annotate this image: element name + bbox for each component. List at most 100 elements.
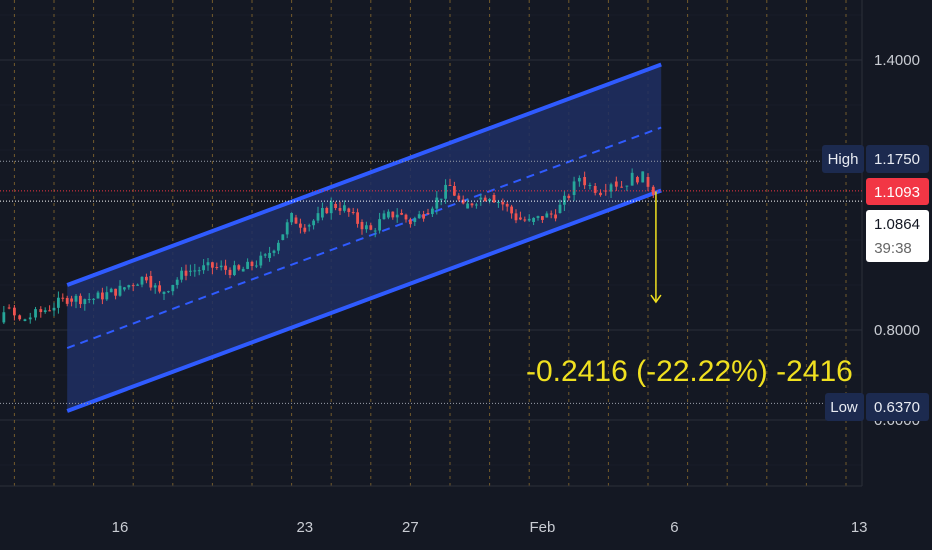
candle-body: [268, 252, 271, 258]
candle-body: [527, 218, 531, 221]
candle-body: [34, 309, 37, 318]
channel-top-line: [66, 62, 662, 287]
candle-body: [101, 292, 104, 300]
candle-body: [488, 199, 491, 202]
candle-body: [140, 276, 144, 285]
candle-body: [48, 310, 51, 312]
candle-body: [74, 295, 78, 302]
candle-body: [404, 214, 408, 220]
candle-body: [272, 250, 276, 253]
measure-readout-text: -0.2416 (-22.22%) -2416: [526, 355, 853, 388]
candle-body: [378, 219, 381, 231]
candle-body: [479, 197, 483, 200]
candle-body: [609, 184, 613, 192]
candle-body: [114, 288, 117, 296]
candles-layer: [2, 168, 655, 325]
candle-body: [241, 268, 245, 272]
candle-body: [263, 254, 267, 256]
candle-body: [599, 192, 602, 196]
channel-layer[interactable]: [66, 62, 662, 413]
candle-body: [536, 216, 540, 218]
candle-body: [588, 184, 592, 186]
measure-tool[interactable]: [650, 191, 662, 304]
candle-body: [409, 219, 412, 225]
candle-body: [259, 255, 263, 266]
candle-body: [184, 270, 188, 276]
current-price-badge: [866, 178, 929, 205]
candle-body: [123, 287, 126, 290]
candle-body: [646, 177, 650, 187]
candle-body: [290, 212, 293, 223]
candle-body: [206, 262, 210, 266]
candle-body: [105, 292, 109, 300]
candle-body: [65, 297, 69, 304]
candle-body: [373, 230, 377, 232]
candle-body: [171, 284, 175, 292]
candle-body: [422, 214, 425, 219]
candle-body: [202, 265, 205, 271]
candle-body: [572, 181, 576, 195]
candle-body: [343, 205, 346, 211]
candle-body: [338, 208, 342, 211]
candle-body: [431, 208, 434, 215]
candle-body: [43, 310, 47, 312]
x-tick-label: Feb: [529, 519, 555, 536]
candle-body: [577, 177, 581, 182]
candle-body: [92, 298, 95, 300]
candle-body: [334, 204, 337, 209]
candle-body: [277, 242, 280, 251]
candle-body: [7, 307, 11, 309]
candle-body: [96, 292, 100, 299]
x-tick-label: 13: [851, 519, 868, 536]
candle-body: [457, 195, 461, 200]
x-axis-ticks: 16 23 27 Feb 6 13: [112, 519, 868, 536]
candle-body: [189, 270, 192, 272]
candle-body: [87, 298, 91, 300]
candle-body: [641, 171, 645, 183]
high-label-text: High: [828, 151, 859, 168]
low-label-badge: [825, 393, 864, 421]
candle-body: [417, 214, 421, 219]
candle-body: [127, 285, 131, 288]
candle-body: [325, 207, 329, 214]
candle-body: [175, 279, 179, 285]
channel-bottom-line: [66, 188, 662, 413]
candle-body: [2, 312, 6, 323]
candle-body: [497, 201, 500, 203]
candle-body: [391, 211, 395, 218]
candle-body: [294, 217, 298, 224]
candle-body: [549, 213, 553, 215]
candle-body: [347, 208, 351, 213]
channel-fill: [67, 64, 662, 411]
candle-body: [193, 270, 197, 272]
candle-body: [145, 276, 148, 281]
candle-body: [501, 201, 505, 205]
candle-body: [219, 265, 223, 268]
candle-body: [215, 267, 219, 268]
candle-body: [439, 198, 443, 200]
y-tick-label: 0.8000: [874, 322, 920, 339]
candle-body: [285, 222, 289, 235]
candle-body: [365, 225, 368, 230]
candle-body: [52, 307, 56, 311]
crosshair-price-text: 1.0864: [874, 216, 920, 233]
candle-body: [523, 219, 527, 221]
candle-body: [356, 212, 359, 224]
candle-body: [435, 197, 439, 209]
candle-body: [461, 199, 465, 204]
candle-body: [563, 195, 566, 205]
candle-body: [514, 213, 518, 221]
x-tick-label: 16: [112, 519, 129, 536]
candle-body: [651, 186, 655, 195]
candle-body: [505, 204, 509, 207]
grid-layer: [0, 0, 863, 487]
candle-body: [233, 265, 236, 276]
candle-body: [281, 234, 285, 240]
candle-body: [558, 204, 562, 213]
candle-body: [475, 204, 478, 206]
current-price-text: 1.1093: [874, 184, 920, 201]
candle-body: [604, 190, 608, 192]
candle-body: [360, 222, 364, 230]
